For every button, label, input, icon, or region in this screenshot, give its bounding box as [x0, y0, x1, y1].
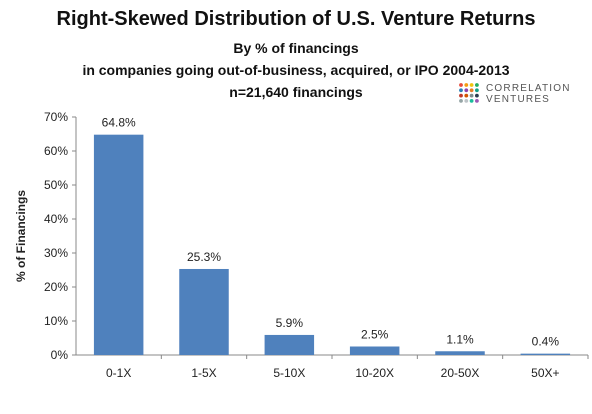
bar-20-50X: [435, 351, 485, 355]
data-label: 0.4%: [532, 335, 560, 349]
data-label: 64.8%: [102, 116, 136, 130]
bar-chart: 0% 10% 20% 30% 40% 50% 60% 70% % of Financings 64…: [14, 110, 589, 380]
logo-dot: [469, 99, 474, 103]
y-tick-label: 40%: [44, 212, 68, 226]
y-tick-label: 30%: [44, 246, 68, 260]
data-label: 1.1%: [446, 332, 474, 346]
chart-subtitle-1: By % of financings: [233, 40, 359, 56]
logo-dot: [459, 99, 463, 103]
chart-labels: 0% 10% 20% 30% 40% 50% 60% 70% % of Financings 64…: [14, 110, 560, 380]
y-tick-label: 10%: [44, 314, 68, 328]
x-tick-label: 5-10X: [273, 366, 305, 380]
logo-dot: [464, 99, 469, 103]
logo-dots-icon: [459, 83, 479, 103]
x-tick-label: 1-5X: [191, 366, 216, 380]
data-label: 5.9%: [276, 316, 304, 330]
bar-50X+: [520, 353, 571, 355]
logo-dot: [475, 99, 479, 103]
logo-dot: [459, 93, 463, 98]
x-tick-label: 50X+: [531, 366, 559, 380]
chart-title: Right-Skewed Distribution of U.S. Ventur…: [56, 8, 536, 30]
logo-dot: [475, 83, 479, 87]
logo-dot: [464, 83, 469, 87]
data-label: 2.5%: [361, 328, 389, 342]
logo-dot: [464, 93, 469, 98]
y-tick-label: 70%: [44, 110, 68, 124]
bar-1-5X: [179, 268, 229, 355]
bar-10-20X: [349, 346, 400, 355]
chart-subtitle-2: in companies going out-of-business, acqu…: [82, 62, 510, 78]
data-label: 25.3%: [187, 250, 221, 264]
bar-5-10X: [264, 334, 315, 355]
logo-dot: [459, 88, 463, 93]
logo-dot: [469, 83, 474, 87]
y-tick-label: 50%: [44, 178, 68, 192]
bar-0-1X: [93, 134, 144, 355]
x-tick-label: 10-20X: [355, 366, 394, 380]
correlation-ventures-logo: CORRELATION VENTURES: [458, 80, 588, 106]
x-tick-label: 0-1X: [106, 366, 131, 380]
logo-text: CORRELATION VENTURES: [486, 83, 571, 105]
y-tick-label: 60%: [44, 144, 68, 158]
chart-bars: [93, 134, 571, 355]
chart-axes: [72, 116, 589, 359]
x-tick-label: 20-50X: [441, 366, 480, 380]
logo-dot: [459, 83, 463, 87]
y-tick-label: 0%: [51, 348, 69, 362]
logo-dot: [469, 93, 474, 98]
logo-line-2: VENTURES: [486, 94, 551, 105]
logo-line-1: CORRELATION: [486, 83, 571, 94]
logo-dot: [475, 93, 479, 98]
logo-dot: [475, 88, 479, 93]
chart-subtitle-3: n=21,640 financings: [229, 84, 363, 100]
logo-dot: [469, 88, 474, 93]
logo-dot: [464, 88, 469, 93]
y-tick-label: 20%: [44, 280, 68, 294]
y-axis-title: % of Financings: [14, 190, 28, 282]
